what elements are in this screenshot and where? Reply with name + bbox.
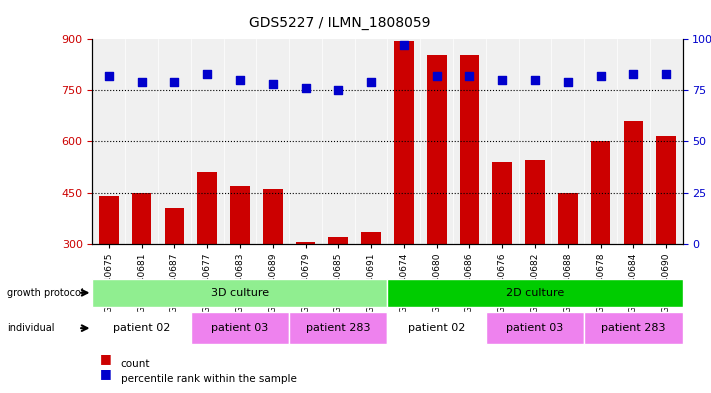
Bar [230, 186, 250, 244]
Point [300, 85, 311, 92]
FancyBboxPatch shape [584, 312, 683, 344]
Point [103, 73, 114, 79]
Bar [198, 172, 217, 244]
Point [595, 73, 606, 79]
Text: patient 283: patient 283 [306, 323, 370, 333]
Point [136, 79, 147, 85]
Point [398, 42, 410, 49]
Point [562, 79, 574, 85]
Bar [99, 196, 119, 244]
Text: ■: ■ [100, 352, 112, 365]
Point [661, 71, 672, 77]
Point [201, 71, 213, 77]
Text: individual: individual [7, 323, 55, 333]
Bar [132, 193, 151, 244]
Text: GDS5227 / ILMN_1808059: GDS5227 / ILMN_1808059 [249, 16, 430, 30]
Text: percentile rank within the sample: percentile rank within the sample [121, 374, 296, 384]
Text: 2D culture: 2D culture [506, 288, 564, 298]
Text: patient 03: patient 03 [211, 323, 269, 333]
FancyBboxPatch shape [387, 279, 683, 307]
Bar [525, 160, 545, 244]
FancyBboxPatch shape [92, 279, 387, 307]
FancyBboxPatch shape [92, 312, 191, 344]
Bar [296, 242, 316, 244]
Text: patient 283: patient 283 [601, 323, 665, 333]
Bar [394, 41, 414, 244]
Bar [493, 162, 512, 244]
Text: ■: ■ [100, 367, 112, 380]
Text: count: count [121, 358, 150, 369]
FancyBboxPatch shape [191, 312, 289, 344]
Bar [328, 237, 348, 244]
Bar [656, 136, 676, 244]
Bar [459, 55, 479, 244]
Point [431, 73, 442, 79]
FancyBboxPatch shape [289, 312, 387, 344]
Point [529, 77, 540, 83]
Text: 3D culture: 3D culture [211, 288, 269, 298]
Bar [624, 121, 643, 244]
Point [333, 87, 344, 94]
Bar [361, 232, 381, 244]
Text: patient 02: patient 02 [113, 323, 171, 333]
Bar [427, 55, 447, 244]
FancyBboxPatch shape [486, 312, 584, 344]
Bar [591, 141, 611, 244]
Bar [263, 189, 282, 244]
Bar [558, 193, 577, 244]
Point [169, 79, 180, 85]
Point [365, 79, 377, 85]
Point [464, 73, 475, 79]
Point [496, 77, 508, 83]
Text: patient 03: patient 03 [506, 323, 564, 333]
Point [234, 77, 246, 83]
Text: patient 02: patient 02 [408, 323, 466, 333]
Point [628, 71, 639, 77]
FancyBboxPatch shape [387, 312, 486, 344]
Point [267, 81, 279, 87]
Text: growth protocol: growth protocol [7, 288, 84, 298]
Bar [164, 208, 184, 244]
